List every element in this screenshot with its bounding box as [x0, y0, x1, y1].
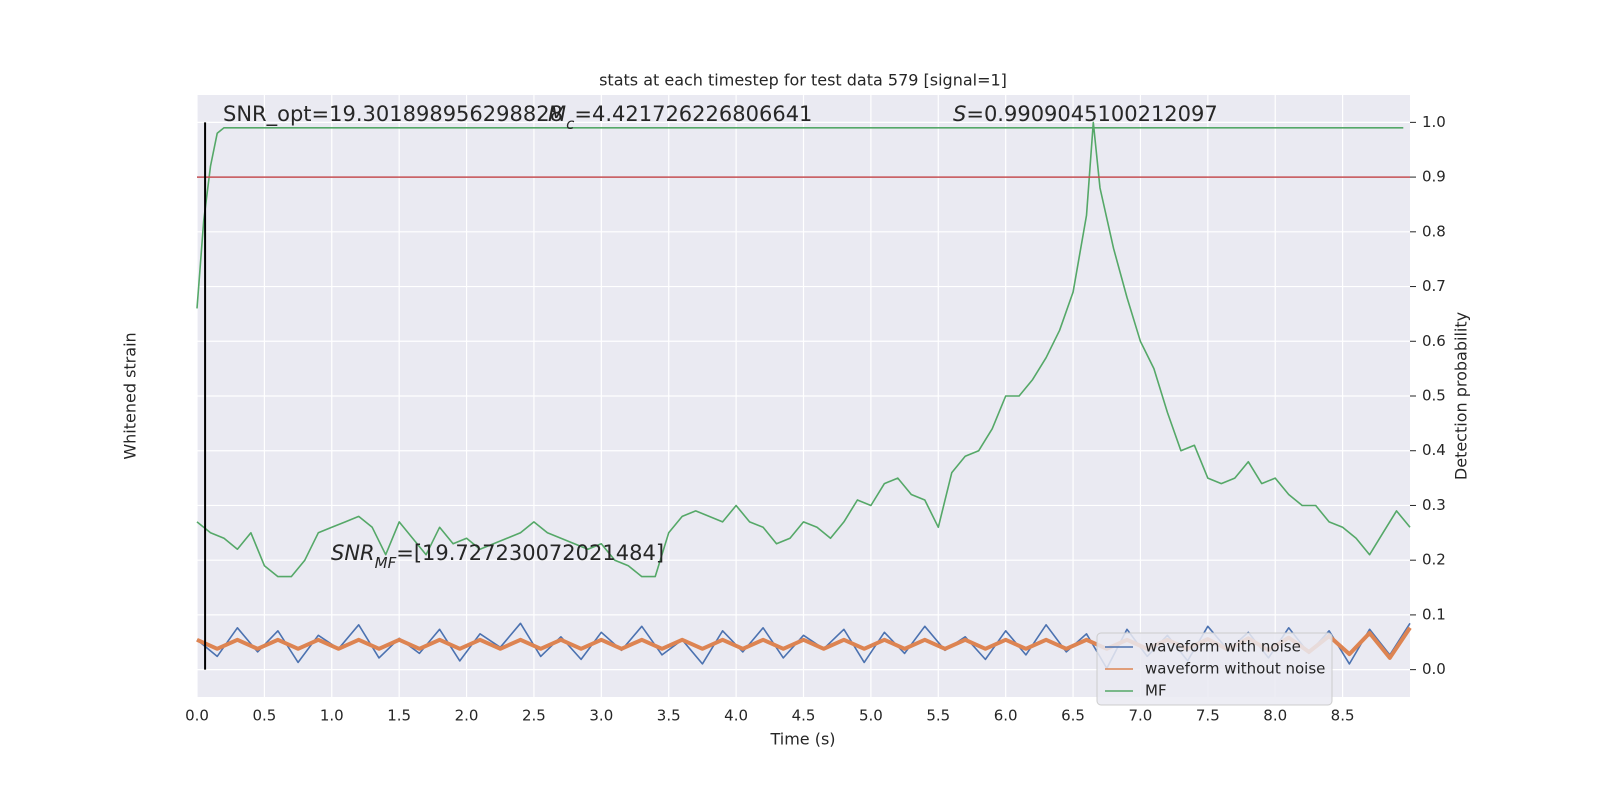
annotation-part: MF	[375, 554, 397, 572]
y2-tick-label: 0.6	[1422, 332, 1446, 350]
annotation-part: c	[566, 115, 575, 133]
y2-tick-label: 0.1	[1422, 605, 1446, 623]
y2-tick-label: 0.5	[1422, 387, 1446, 405]
x-axis-label: Time (s)	[769, 730, 835, 749]
y2-tick-label: 0.4	[1422, 441, 1446, 459]
legend-box	[1096, 632, 1333, 706]
y2-tick-label: 0.8	[1422, 222, 1446, 240]
annotation: S=0.9909045100212097	[953, 102, 1218, 126]
y2-tick-label: 0.3	[1422, 496, 1446, 514]
y2-tick-label: 0.7	[1422, 277, 1446, 295]
series-line	[196, 127, 1404, 309]
y2-tick-label: 1.0	[1422, 113, 1446, 131]
annotation-part: SNR	[331, 541, 375, 565]
x-tick-label: 2.5	[522, 707, 546, 725]
x-tick-label: 5.5	[926, 707, 950, 725]
x-tick-label: 6.5	[1061, 707, 1085, 725]
legend-label: waveform without noise	[1145, 660, 1325, 678]
x-tick-label: 0.0	[185, 707, 209, 725]
x-tick-label: 1.0	[320, 707, 344, 725]
x-tick-label: 4.5	[792, 707, 816, 725]
x-tick-label: 3.5	[657, 707, 681, 725]
annotation: Mc=4.421726226806641	[548, 102, 812, 133]
series-line	[196, 121, 1411, 578]
x-tick-label: 2.0	[455, 707, 479, 725]
y2-tick-label: 0.0	[1422, 660, 1446, 678]
legend-label: MF	[1145, 682, 1167, 700]
y2-tick-label: 0.2	[1422, 551, 1446, 569]
annotation-part: S	[953, 102, 966, 126]
x-tick-label: 6.0	[994, 707, 1018, 725]
chart-title: stats at each timestep for test data 579…	[599, 71, 1007, 90]
y-axis-label: Whitened strain	[121, 332, 140, 459]
x-tick-label: 3.0	[589, 707, 613, 725]
x-tick-label: 8.0	[1263, 707, 1287, 725]
annotation: SNRMF=[19.727230072021484]	[331, 541, 664, 572]
annotation-part: =[19.727230072021484]	[396, 541, 664, 565]
x-tick-label: 0.5	[252, 707, 276, 725]
annotation: SNR_opt=19.301898956298828	[223, 102, 563, 127]
x-tick-label: 4.0	[724, 707, 748, 725]
annotation-part: M	[548, 102, 566, 126]
y2-tick-label: 0.9	[1422, 168, 1446, 186]
annotation-part: =4.421726226806641	[574, 102, 812, 126]
x-tick-label: 7.5	[1196, 707, 1220, 725]
annotation-part: =0.9909045100212097	[966, 102, 1217, 126]
x-tick-label: 8.5	[1331, 707, 1355, 725]
x-tick-label: 1.5	[387, 707, 411, 725]
x-tick-label: 7.0	[1129, 707, 1153, 725]
legend-label: waveform with noise	[1145, 638, 1301, 656]
labels: 0.0 0.5 1.0 1.5 2.0 2.5 3.0 3.5 4.0 4.5 5.0 5.5 6.0 6…	[185, 102, 1446, 725]
annotation-part: SNR_opt=19.301898956298828	[223, 102, 563, 127]
y2-axis-label: Detection probability	[1452, 312, 1471, 480]
x-tick-label: 5.0	[859, 707, 883, 725]
